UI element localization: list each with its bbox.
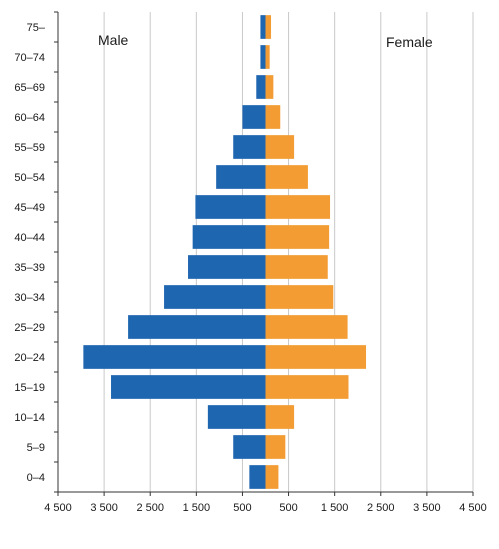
bars — [83, 15, 367, 489]
bar-male — [192, 225, 266, 249]
y-tick-label: 35–39 — [14, 262, 45, 274]
legend-male-label: Male — [98, 32, 129, 48]
y-tick-label: 45–49 — [14, 202, 45, 214]
y-tick-labels: 0–4 5–9 10–14 15–19 20–24 25–29 30–34 35–39 40–4… — [14, 22, 45, 484]
bar-female — [265, 15, 272, 39]
x-tick-label: 500 — [279, 502, 297, 514]
bar-male — [128, 315, 266, 339]
bar-male — [260, 45, 266, 69]
y-tick-label: 70–74 — [14, 52, 45, 64]
y-tick-label: 0–4 — [27, 472, 45, 484]
y-tick-label: 30–34 — [14, 292, 45, 304]
bar-male — [260, 15, 266, 39]
y-tick-label: 10–14 — [14, 412, 45, 424]
bar-female — [265, 345, 367, 369]
x-tick-label: 500 — [233, 502, 251, 514]
y-tick-label: 50–54 — [14, 172, 45, 184]
bar-female — [265, 165, 308, 189]
bar-female — [265, 405, 295, 429]
bar-female — [265, 105, 281, 129]
bar-female — [265, 75, 274, 99]
y-tick-label: 25–29 — [14, 322, 45, 334]
bar-female — [265, 285, 334, 309]
bar-female — [265, 435, 286, 459]
grid-lines — [57, 12, 474, 492]
bar-female — [265, 375, 349, 399]
bar-female — [265, 465, 279, 489]
axes — [54, 11, 474, 496]
bar-female — [265, 135, 295, 159]
bar-female — [265, 225, 330, 249]
bar-female — [265, 45, 270, 69]
x-tick-label: 1 500 — [183, 502, 211, 514]
x-tick-labels: 4 500 3 500 2 500 1 500 500 500 1 500 2 500 3 50… — [44, 502, 487, 514]
bar-male — [195, 195, 266, 219]
legend-female-label: Female — [386, 34, 433, 50]
bar-male — [256, 75, 266, 99]
bar-male — [164, 285, 266, 309]
y-tick-label: 60–64 — [14, 112, 45, 124]
bar-female — [265, 315, 348, 339]
x-tick-label: 4 500 — [459, 502, 487, 514]
bar-male — [233, 435, 266, 459]
x-tick-label: 2 500 — [136, 502, 164, 514]
bar-male — [83, 345, 266, 369]
bar-male — [188, 255, 266, 279]
x-tick-label: 1 500 — [321, 502, 349, 514]
x-tick-label: 2 500 — [367, 502, 395, 514]
y-tick-label: 55–59 — [14, 142, 45, 154]
bar-male — [249, 465, 266, 489]
bar-male — [233, 135, 266, 159]
bar-female — [265, 195, 331, 219]
bar-male — [216, 165, 266, 189]
x-tick-label: 3 500 — [413, 502, 441, 514]
bar-male — [242, 105, 266, 129]
y-tick-label: 65–69 — [14, 82, 45, 94]
bar-female — [265, 255, 328, 279]
x-tick-label: 3 500 — [90, 502, 118, 514]
y-tick-label: 40–44 — [14, 232, 45, 244]
bar-male — [207, 405, 266, 429]
y-tick-label: 5–9 — [27, 442, 45, 454]
y-tick-label: 20–24 — [14, 352, 45, 364]
x-tick-label: 4 500 — [44, 502, 72, 514]
y-tick-label: 75– — [27, 22, 46, 34]
y-tick-label: 15–19 — [14, 382, 45, 394]
bar-male — [111, 375, 266, 399]
